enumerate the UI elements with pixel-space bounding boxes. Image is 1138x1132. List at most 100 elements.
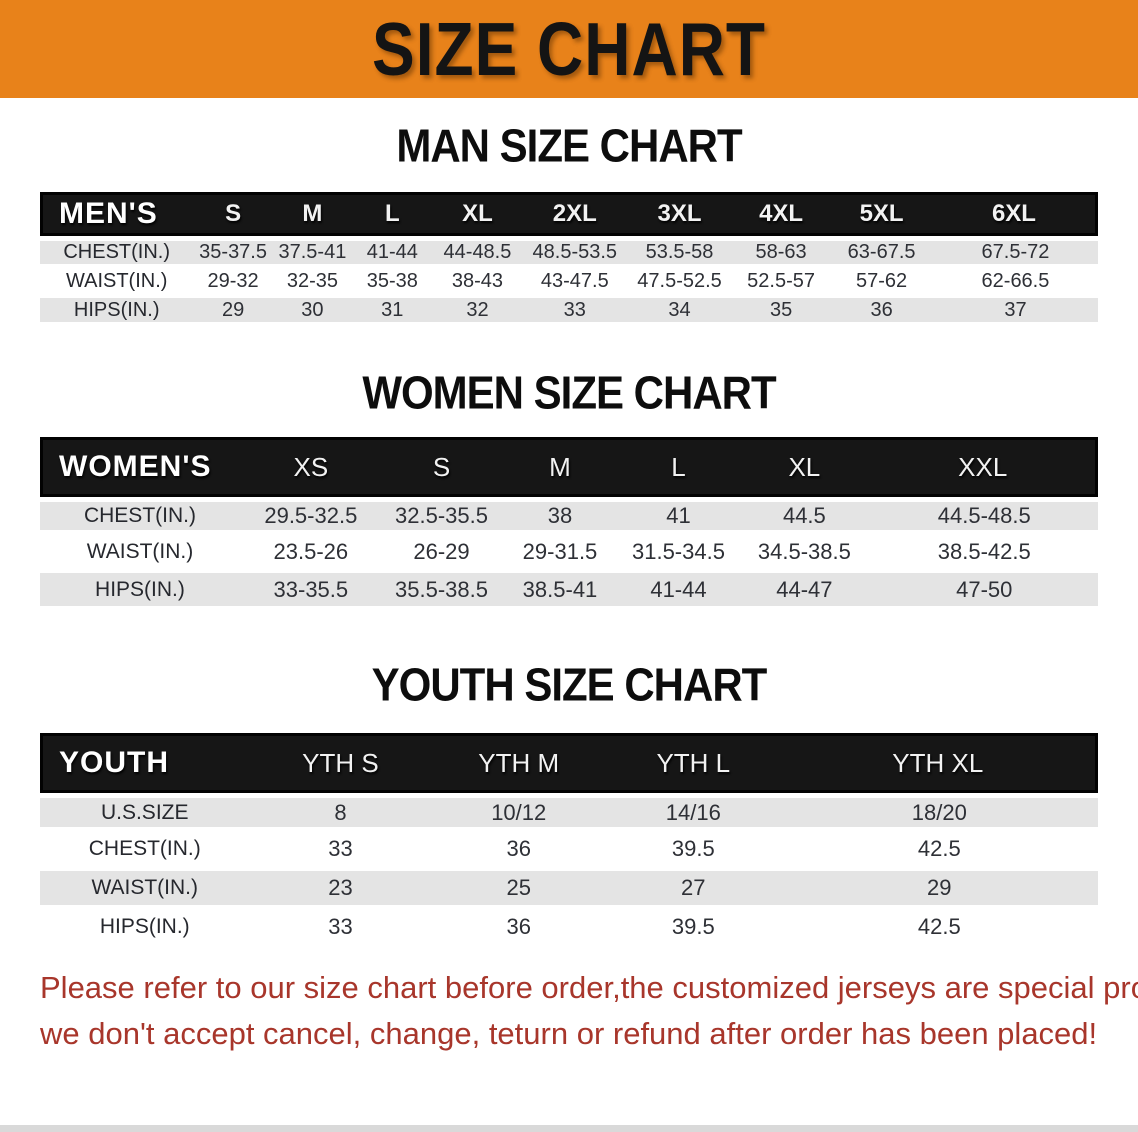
size-column-header: 5XL bbox=[830, 192, 933, 236]
table-row: HIPS(IN.) 33 36 39.5 42.5 bbox=[40, 910, 1098, 949]
size-column-header: M bbox=[272, 192, 353, 236]
table-row: U.S.SIZE 8 10/12 14/16 18/20 bbox=[40, 793, 1098, 832]
value-cell: 34.5-38.5 bbox=[738, 535, 871, 573]
value-cell: 10/12 bbox=[431, 793, 606, 832]
value-cell: 36 bbox=[431, 832, 606, 871]
value-cell: 48.5-53.5 bbox=[522, 236, 628, 269]
women-size-table: WOMEN'S XS S M L XL XXL CHEST(IN.) 29.5-32.5 32.5… bbox=[40, 437, 1098, 611]
value-cell: 63-67.5 bbox=[830, 236, 933, 269]
size-column-header: YTH L bbox=[606, 733, 781, 793]
bottom-edge bbox=[0, 1125, 1138, 1132]
row-label-cell: HIPS(IN.) bbox=[40, 910, 250, 949]
value-cell: 29 bbox=[780, 871, 1098, 910]
size-column-header: 2XL bbox=[522, 192, 628, 236]
row-label-cell: HIPS(IN.) bbox=[40, 298, 194, 327]
value-cell: 37.5-41 bbox=[272, 236, 353, 269]
value-cell: 39.5 bbox=[606, 832, 781, 871]
value-cell: 35-37.5 bbox=[193, 236, 273, 269]
value-cell: 29 bbox=[193, 298, 273, 327]
value-cell: 41-44 bbox=[618, 573, 739, 611]
value-cell: 44-48.5 bbox=[432, 236, 523, 269]
value-cell: 47-50 bbox=[870, 573, 1098, 611]
value-cell: 23.5-26 bbox=[239, 535, 382, 573]
size-column-header: 3XL bbox=[627, 192, 732, 236]
youth-section: YOUTH SIZE CHART YOUTH YTH S YTH M YTH L YTH… bbox=[0, 658, 1138, 949]
size-column-header: S bbox=[381, 437, 502, 497]
value-cell: 41 bbox=[618, 497, 739, 535]
men-section: MAN SIZE CHART MEN'S S M L XL 2XL 3XL 4XL 5XL 6XL… bbox=[0, 119, 1138, 327]
size-column-header: YTH M bbox=[431, 733, 606, 793]
value-cell: 47.5-52.5 bbox=[627, 269, 732, 298]
value-cell: 38.5-42.5 bbox=[870, 535, 1098, 573]
table-row: WAIST(IN.) 29-32 32-35 35-38 38-43 43-47.5 47.… bbox=[40, 269, 1098, 298]
value-cell: 43-47.5 bbox=[522, 269, 628, 298]
value-cell: 38 bbox=[501, 497, 619, 535]
size-column-header: YTH S bbox=[249, 733, 432, 793]
value-cell: 44.5-48.5 bbox=[870, 497, 1098, 535]
value-cell: 44-47 bbox=[738, 573, 871, 611]
size-column-header: L bbox=[618, 437, 739, 497]
youth-size-table: YOUTH YTH S YTH M YTH L YTH XL U.S.SIZE 8 10/12… bbox=[40, 733, 1098, 949]
table-row: CHEST(IN.) 35-37.5 37.5-41 41-44 44-48.5 48.5… bbox=[40, 236, 1098, 269]
value-cell: 34 bbox=[627, 298, 732, 327]
value-cell: 36 bbox=[830, 298, 933, 327]
value-cell: 52.5-57 bbox=[731, 269, 831, 298]
value-cell: 29-32 bbox=[193, 269, 273, 298]
value-cell: 44.5 bbox=[738, 497, 871, 535]
table-row: CHEST(IN.) 29.5-32.5 32.5-35.5 38 41 44.5 44.5… bbox=[40, 497, 1098, 535]
page-title: SIZE CHART bbox=[372, 6, 766, 92]
value-cell: 41-44 bbox=[352, 236, 433, 269]
value-cell: 25 bbox=[431, 871, 606, 910]
size-column-header: YTH XL bbox=[780, 733, 1098, 793]
men-section-heading: MAN SIZE CHART bbox=[396, 119, 742, 172]
size-column-header: M bbox=[501, 437, 619, 497]
value-cell: 57-62 bbox=[830, 269, 933, 298]
value-cell: 37 bbox=[932, 298, 1098, 327]
value-cell: 33-35.5 bbox=[239, 573, 382, 611]
value-cell: 53.5-58 bbox=[627, 236, 732, 269]
value-cell: 8 bbox=[249, 793, 432, 832]
value-cell: 26-29 bbox=[381, 535, 502, 573]
youth-section-heading: YOUTH SIZE CHART bbox=[371, 658, 768, 711]
value-cell: 35 bbox=[731, 298, 831, 327]
value-cell: 36 bbox=[431, 910, 606, 949]
size-column-header: S bbox=[193, 192, 273, 236]
value-cell: 32.5-35.5 bbox=[381, 497, 502, 535]
table-group-label: YOUTH bbox=[40, 733, 250, 793]
table-row: WAIST(IN.) 23.5-26 26-29 29-31.5 31.5-34.5 34… bbox=[40, 535, 1098, 573]
value-cell: 62-66.5 bbox=[932, 269, 1098, 298]
value-cell: 33 bbox=[249, 832, 432, 871]
row-label-cell: WAIST(IN.) bbox=[40, 269, 194, 298]
value-cell: 33 bbox=[249, 910, 432, 949]
disclaimer: Please refer to our size chart before or… bbox=[40, 965, 1138, 1057]
value-cell: 35-38 bbox=[352, 269, 433, 298]
value-cell: 29.5-32.5 bbox=[239, 497, 382, 535]
value-cell: 42.5 bbox=[780, 910, 1098, 949]
table-row: WAIST(IN.) 23 25 27 29 bbox=[40, 871, 1098, 910]
row-label-cell: U.S.SIZE bbox=[40, 793, 250, 832]
table-group-label: MEN'S bbox=[40, 192, 194, 236]
women-section-heading: WOMEN SIZE CHART bbox=[362, 366, 776, 419]
value-cell: 42.5 bbox=[780, 832, 1098, 871]
value-cell: 27 bbox=[606, 871, 781, 910]
size-column-header: XL bbox=[738, 437, 871, 497]
size-column-header: XXL bbox=[870, 437, 1098, 497]
value-cell: 38-43 bbox=[432, 269, 523, 298]
row-label-cell: HIPS(IN.) bbox=[40, 573, 240, 611]
value-cell: 18/20 bbox=[780, 793, 1098, 832]
row-label-cell: WAIST(IN.) bbox=[40, 871, 250, 910]
table-row: HIPS(IN.) 33-35.5 35.5-38.5 38.5-41 41-44 44-… bbox=[40, 573, 1098, 611]
table-group-label: WOMEN'S bbox=[40, 437, 240, 497]
value-cell: 31.5-34.5 bbox=[618, 535, 739, 573]
row-label-cell: WAIST(IN.) bbox=[40, 535, 240, 573]
value-cell: 32 bbox=[432, 298, 523, 327]
size-column-header: 4XL bbox=[731, 192, 831, 236]
row-label-cell: CHEST(IN.) bbox=[40, 832, 250, 871]
value-cell: 67.5-72 bbox=[932, 236, 1098, 269]
row-label-cell: CHEST(IN.) bbox=[40, 497, 240, 535]
table-row: HIPS(IN.) 29 30 31 32 33 34 35 36 37 bbox=[40, 298, 1098, 327]
value-cell: 14/16 bbox=[606, 793, 781, 832]
banner: SIZE CHART bbox=[0, 0, 1138, 98]
size-column-header: XS bbox=[239, 437, 382, 497]
size-column-header: L bbox=[352, 192, 433, 236]
